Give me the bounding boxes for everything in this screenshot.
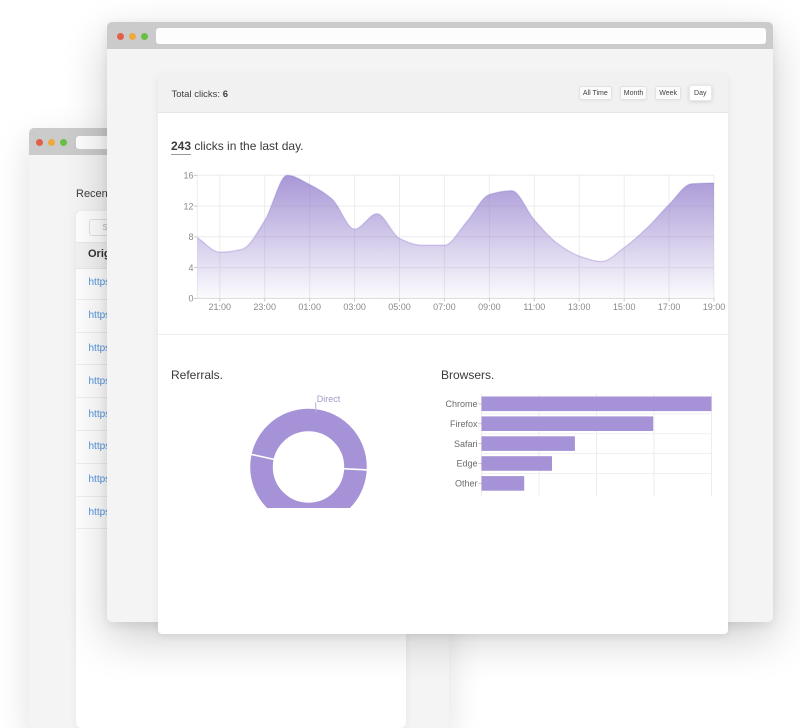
svg-text:19:00: 19:00 xyxy=(702,302,725,312)
svg-text:03:00: 03:00 xyxy=(343,302,366,312)
svg-text:21:00: 21:00 xyxy=(208,302,231,312)
svg-text:Firefox: Firefox xyxy=(449,419,477,429)
svg-text:17:00: 17:00 xyxy=(657,302,680,312)
svg-text:01:00: 01:00 xyxy=(298,302,321,312)
svg-text:11:00: 11:00 xyxy=(523,302,545,312)
svg-text:05:00: 05:00 xyxy=(388,302,411,312)
svg-text:Safari: Safari xyxy=(453,439,477,449)
svg-text:8: 8 xyxy=(188,232,193,242)
svg-text:23:00: 23:00 xyxy=(253,302,276,312)
svg-text:07:00: 07:00 xyxy=(433,302,456,312)
svg-text:Edge: Edge xyxy=(456,459,477,469)
svg-text:4: 4 xyxy=(188,263,193,273)
svg-text:Other: Other xyxy=(454,479,477,489)
svg-text:Direct: Direct xyxy=(316,394,340,404)
svg-text:09:00: 09:00 xyxy=(478,302,501,312)
svg-text:16: 16 xyxy=(183,171,193,181)
svg-text:12: 12 xyxy=(183,201,193,211)
svg-text:15:00: 15:00 xyxy=(612,302,635,312)
svg-text:13:00: 13:00 xyxy=(567,302,590,312)
svg-text:Chrome: Chrome xyxy=(445,399,477,409)
svg-text:0: 0 xyxy=(188,294,193,304)
